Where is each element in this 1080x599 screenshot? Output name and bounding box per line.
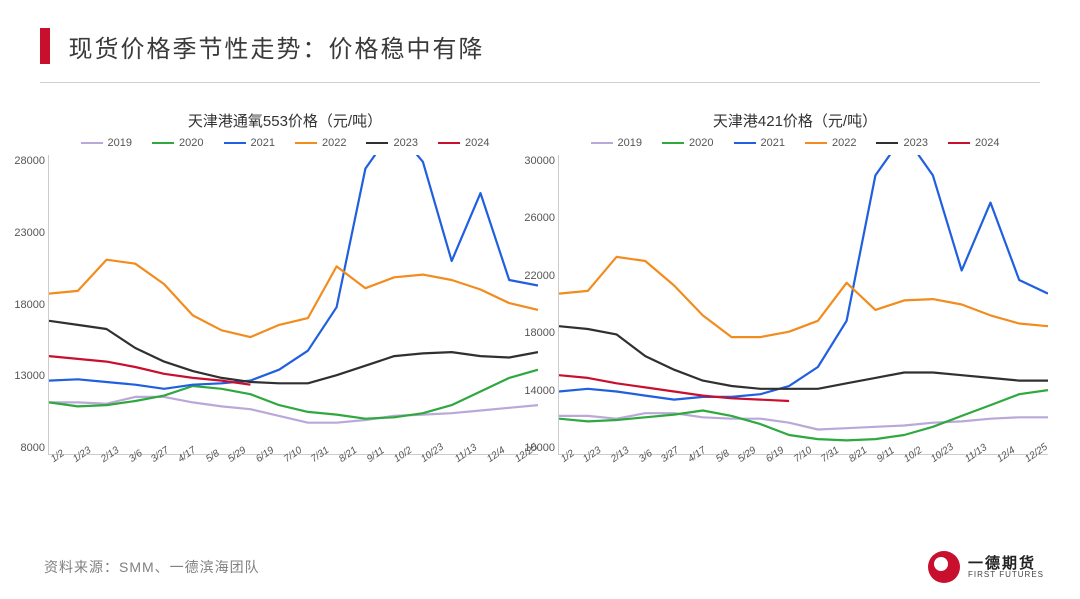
legend-label: 2020 <box>179 137 203 149</box>
page-title: 现货价格季节性走势：价格稳中有降 <box>68 29 484 64</box>
ytick: 26000 <box>511 212 555 224</box>
chart-left-xaxis: 1/21/232/133/63/274/175/85/296/197/107/3… <box>49 456 538 480</box>
series-2019 <box>49 397 538 423</box>
legend-label: 2021 <box>761 137 785 149</box>
charts-row: 天津港通氧553价格（元/吨） 2019 2020 2021 2022 2023 2024… <box>40 110 1040 490</box>
chart-right-plot: 300002600022000180001400010000 1/21/232/… <box>558 155 1048 455</box>
chart-left: 天津港通氧553价格（元/吨） 2019 2020 2021 2022 2023 2024… <box>40 110 530 490</box>
page-header: 现货价格季节性走势：价格稳中有降 <box>40 28 1040 83</box>
ytick: 14000 <box>511 385 555 397</box>
legend-item-2022: 2022 <box>295 137 346 149</box>
legend-item-2024: 2024 <box>948 137 999 149</box>
chart-right-lines <box>559 155 1048 454</box>
legend-swatch <box>366 142 388 145</box>
legend-swatch <box>734 142 756 145</box>
legend-label: 2023 <box>903 137 927 149</box>
logo-cn: 一德期货 <box>968 556 1044 571</box>
series-2021 <box>49 128 538 389</box>
brand-logo: 一德期货 FIRST FUTURES <box>928 551 1044 583</box>
legend-label: 2022 <box>322 137 346 149</box>
legend-item-2020: 2020 <box>662 137 713 149</box>
series-2022 <box>559 257 1048 337</box>
chart-right: 天津港421价格（元/吨） 201920202021202220232024 3… <box>550 110 1040 490</box>
legend-label: 2024 <box>465 137 489 149</box>
legend-label: 2020 <box>689 137 713 149</box>
legend-item-2021: 2021 <box>224 137 275 149</box>
ytick: 8000 <box>1 442 45 454</box>
legend-item-2023: 2023 <box>876 137 927 149</box>
legend-item-2021: 2021 <box>734 137 785 149</box>
legend-label: 2021 <box>251 137 275 149</box>
logo-en: FIRST FUTURES <box>968 571 1044 579</box>
ytick: 10000 <box>511 442 555 454</box>
legend-item-2019: 2019 <box>591 137 642 149</box>
legend-label: 2019 <box>618 137 642 149</box>
chart-left-yaxis: 28000 23000 18000 13000 8000 <box>1 155 45 454</box>
legend-label: 2023 <box>393 137 417 149</box>
series-2023 <box>49 321 538 384</box>
legend-swatch <box>591 142 613 145</box>
chart-right-xaxis: 1/21/232/133/63/274/175/85/296/197/107/3… <box>559 456 1048 480</box>
chart-left-plot: 280002300018000130008000 1/21/232/133/63… <box>48 155 538 455</box>
series-2019 <box>559 413 1048 429</box>
chart-right-legend: 2019 2020 2021 2022 2023 2024 <box>550 137 1040 149</box>
series-2022 <box>49 260 538 337</box>
legend-swatch <box>805 142 827 145</box>
logo-text: 一德期货 FIRST FUTURES <box>968 556 1044 579</box>
chart-left-title: 天津港通氧553价格（元/吨） <box>40 110 530 131</box>
legend-swatch <box>152 142 174 145</box>
chart-left-legend: 2019 2020 2021 2022 2023 2024 <box>40 137 530 149</box>
legend-swatch <box>438 142 460 145</box>
ytick: 18000 <box>1 299 45 311</box>
ytick: 18000 <box>511 327 555 339</box>
legend-swatch <box>662 142 684 145</box>
legend-swatch <box>948 142 970 145</box>
legend-swatch <box>81 142 103 145</box>
chart-right-title: 天津港421价格（元/吨） <box>550 110 1040 131</box>
legend-item-2020: 2020 <box>152 137 203 149</box>
legend-item-2023: 2023 <box>366 137 417 149</box>
legend-swatch <box>224 142 246 145</box>
chart-left-lines <box>49 155 538 454</box>
series-2021 <box>559 135 1048 400</box>
legend-label: 2019 <box>108 137 132 149</box>
series-2023 <box>559 326 1048 389</box>
legend-item-2019: 2019 <box>81 137 132 149</box>
ytick: 22000 <box>511 270 555 282</box>
legend-label: 2024 <box>975 137 999 149</box>
chart-right-yaxis: 30000 26000 22000 18000 14000 10000 <box>511 155 555 454</box>
logo-icon <box>928 551 960 583</box>
legend-item-2024: 2024 <box>438 137 489 149</box>
ytick: 28000 <box>1 155 45 167</box>
ytick: 23000 <box>1 227 45 239</box>
accent-bar <box>40 28 50 64</box>
ytick: 30000 <box>511 155 555 167</box>
legend-swatch <box>295 142 317 145</box>
legend-swatch <box>876 142 898 145</box>
legend-item-2022: 2022 <box>805 137 856 149</box>
ytick: 13000 <box>1 370 45 382</box>
legend-label: 2022 <box>832 137 856 149</box>
footer-source: 资料来源：SMM、一德滨海团队 <box>44 557 260 577</box>
